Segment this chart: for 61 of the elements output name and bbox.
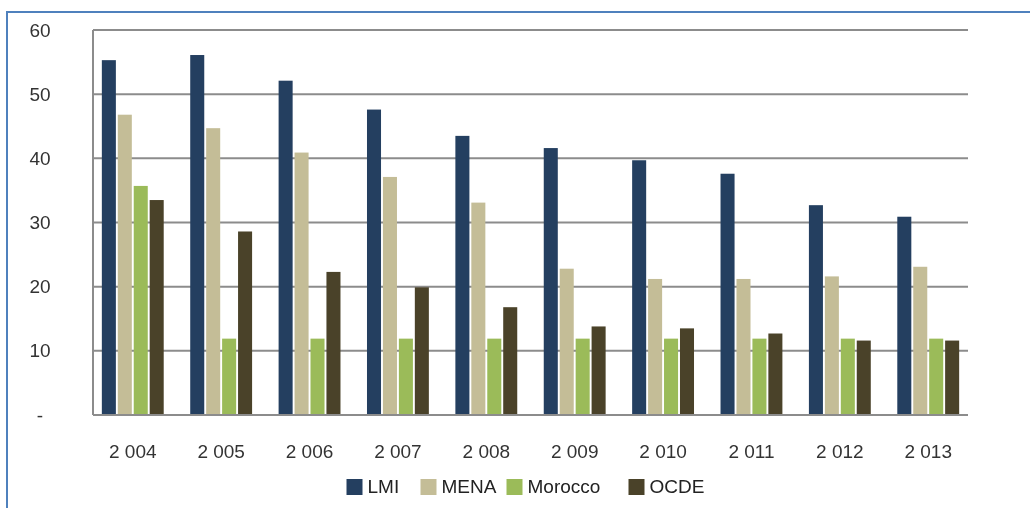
bar (487, 338, 502, 415)
bar (414, 287, 429, 415)
x-tick-label: 2 004 (109, 441, 157, 462)
bar (856, 340, 871, 415)
y-tick-label: 10 (29, 340, 51, 362)
bar (278, 80, 293, 415)
x-tick-label: 2 008 (462, 441, 511, 462)
bar (575, 338, 590, 415)
bar (543, 148, 558, 415)
bar (648, 278, 663, 415)
bar (117, 114, 132, 415)
legend-label: Morocco (527, 476, 601, 497)
x-tick-label: 2 009 (550, 441, 599, 462)
y-tick-label: 60 (29, 19, 51, 41)
bar (720, 173, 735, 415)
bar (222, 338, 237, 415)
x-tick-label: 2 012 (816, 441, 864, 462)
bar (238, 231, 253, 415)
bar (945, 340, 960, 415)
y-tick-label: 30 (29, 212, 51, 234)
bar (471, 202, 486, 415)
bar (398, 338, 413, 415)
bar (679, 328, 695, 415)
bar (808, 205, 823, 415)
bar (326, 271, 341, 415)
bar (768, 333, 783, 415)
bar (632, 160, 647, 415)
bar (736, 278, 751, 415)
x-tick-label: 2 006 (285, 441, 334, 462)
y-tick-label: 40 (29, 147, 51, 169)
x-tick-label: 2 010 (639, 441, 687, 462)
y-tick-label: 50 (29, 83, 51, 105)
bar (294, 152, 309, 415)
x-tick-label: 2 013 (904, 441, 952, 462)
bar (310, 338, 325, 415)
bar (913, 266, 928, 415)
legend-label: MENA (441, 476, 497, 497)
legend-label: LMI (367, 476, 400, 497)
bar (101, 60, 116, 415)
bar (824, 276, 839, 415)
bar (929, 338, 944, 415)
y-tick-label: - (36, 404, 44, 426)
bar (382, 176, 397, 415)
bar (559, 268, 574, 415)
bar (366, 109, 382, 415)
bar (503, 307, 518, 415)
legend-label: OCDE (649, 476, 705, 497)
bar (897, 216, 912, 415)
bar (190, 55, 205, 415)
bar (455, 135, 470, 415)
x-tick-label: 2 005 (197, 441, 245, 462)
bar (840, 338, 855, 415)
bar (752, 338, 767, 415)
bar (133, 185, 148, 415)
x-tick-label: 2 007 (374, 441, 422, 462)
x-tick-label: 2 011 (728, 441, 775, 462)
bar (591, 326, 606, 415)
bar (149, 200, 164, 415)
bar (206, 128, 221, 415)
bar (664, 338, 679, 415)
y-tick-label: 20 (29, 276, 51, 298)
